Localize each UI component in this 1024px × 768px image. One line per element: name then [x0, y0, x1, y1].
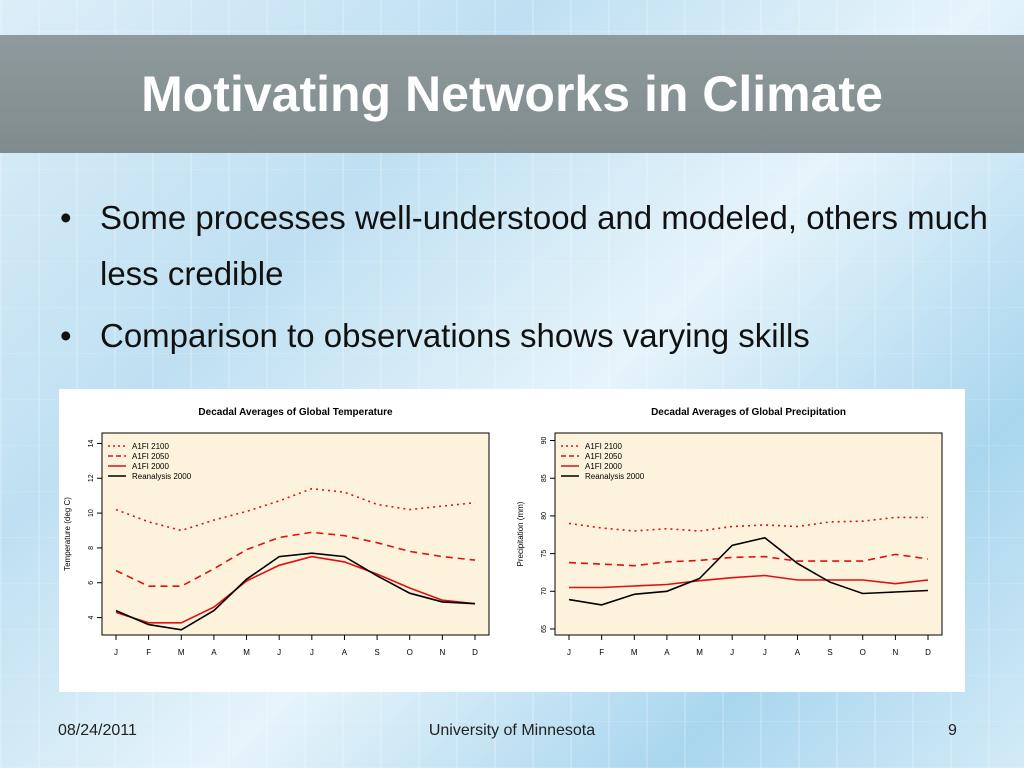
bullet-text: Comparison to observations shows varying…	[100, 317, 810, 354]
x-tick-label: M	[696, 648, 703, 657]
y-tick-label: 10	[88, 509, 95, 517]
y-tick-label: 8	[88, 546, 95, 550]
y-axis-label: Precipitation (mm)	[516, 501, 525, 566]
bullet-item: • Comparison to observations shows varyin…	[58, 308, 988, 364]
x-tick-label: F	[146, 648, 151, 657]
x-tick-label: J	[763, 648, 767, 657]
y-tick-label: 6	[88, 581, 95, 585]
y-tick-label: 14	[88, 439, 95, 447]
x-tick-label: S	[374, 648, 379, 657]
x-tick-label: A	[211, 648, 217, 657]
plot-area	[554, 432, 943, 636]
legend-label: A1FI 2100	[132, 442, 169, 451]
series-line	[568, 536, 929, 606]
footer-page-number: 9	[948, 722, 957, 739]
x-tick-label: D	[472, 648, 478, 657]
x-tick-label: A	[342, 648, 348, 657]
x-tick-label: O	[860, 648, 866, 657]
series-line	[568, 553, 929, 567]
x-tick-label: J	[310, 648, 314, 657]
chart-title: Decadal Averages of Global Temperature	[198, 407, 393, 418]
y-tick-label: 85	[541, 474, 548, 482]
y-tick-label: 12	[88, 474, 95, 482]
bullet-text: Some processes well-understood and model…	[100, 199, 988, 292]
x-tick-label: J	[277, 648, 281, 657]
y-tick-label: 80	[541, 512, 548, 520]
legend-label: A1FI 2100	[585, 442, 622, 451]
plot-area	[101, 432, 490, 636]
y-tick-label: 70	[541, 587, 548, 595]
bullet-dot: •	[60, 199, 72, 236]
y-tick-label: 90	[541, 437, 548, 445]
title-bar	[0, 35, 1024, 153]
x-tick-label: J	[730, 648, 734, 657]
precipitation-chart: Decadal Averages of Global Precipitation…	[516, 407, 943, 657]
x-tick-label: J	[567, 648, 571, 657]
x-tick-label: S	[827, 648, 832, 657]
legend-label: Reanalysis 2000	[585, 472, 645, 481]
chart-title: Decadal Averages of Global Precipitation	[651, 407, 846, 418]
bullet-item: • Some processes well-understood and mode…	[58, 190, 988, 302]
series-line	[115, 555, 476, 624]
x-tick-label: J	[114, 648, 118, 657]
x-tick-label: A	[795, 648, 801, 657]
footer-org: University of Minnesota	[428, 722, 596, 739]
legend-label: Reanalysis 2000	[132, 472, 192, 481]
x-tick-label: N	[892, 648, 898, 657]
legend-label: A1FI 2000	[585, 462, 622, 471]
chart-panel: Decadal Averages of Global Temperature Te…	[59, 389, 965, 692]
x-tick-label: A	[664, 648, 670, 657]
x-tick-label: M	[243, 648, 250, 657]
y-axis-label: Temperature (deg C)	[63, 497, 72, 571]
bullet-dot: •	[60, 317, 72, 354]
bullet-list: • Some processes well-understood and mode…	[58, 190, 988, 370]
y-tick-label: 75	[541, 550, 548, 558]
x-tick-label: M	[631, 648, 638, 657]
y-tick-label: 65	[541, 625, 548, 633]
x-tick-label: O	[407, 648, 413, 657]
series-line	[115, 552, 476, 631]
footer-date: 08/24/2011	[58, 722, 137, 739]
x-tick-label: N	[439, 648, 445, 657]
y-tick-label: 4	[88, 616, 95, 620]
slide-title: Motivating Networks in Climate	[141, 66, 883, 122]
x-tick-label: D	[925, 648, 931, 657]
series-line	[115, 531, 476, 587]
series-line	[569, 574, 929, 589]
legend-label: A1FI 2000	[132, 462, 169, 471]
x-tick-label: M	[178, 648, 185, 657]
series-line	[568, 516, 928, 532]
temperature-chart: Decadal Averages of Global Temperature Te…	[63, 407, 490, 657]
legend-label: A1FI 2050	[132, 452, 169, 461]
legend-label: A1FI 2050	[585, 452, 622, 461]
x-tick-label: F	[599, 648, 604, 657]
